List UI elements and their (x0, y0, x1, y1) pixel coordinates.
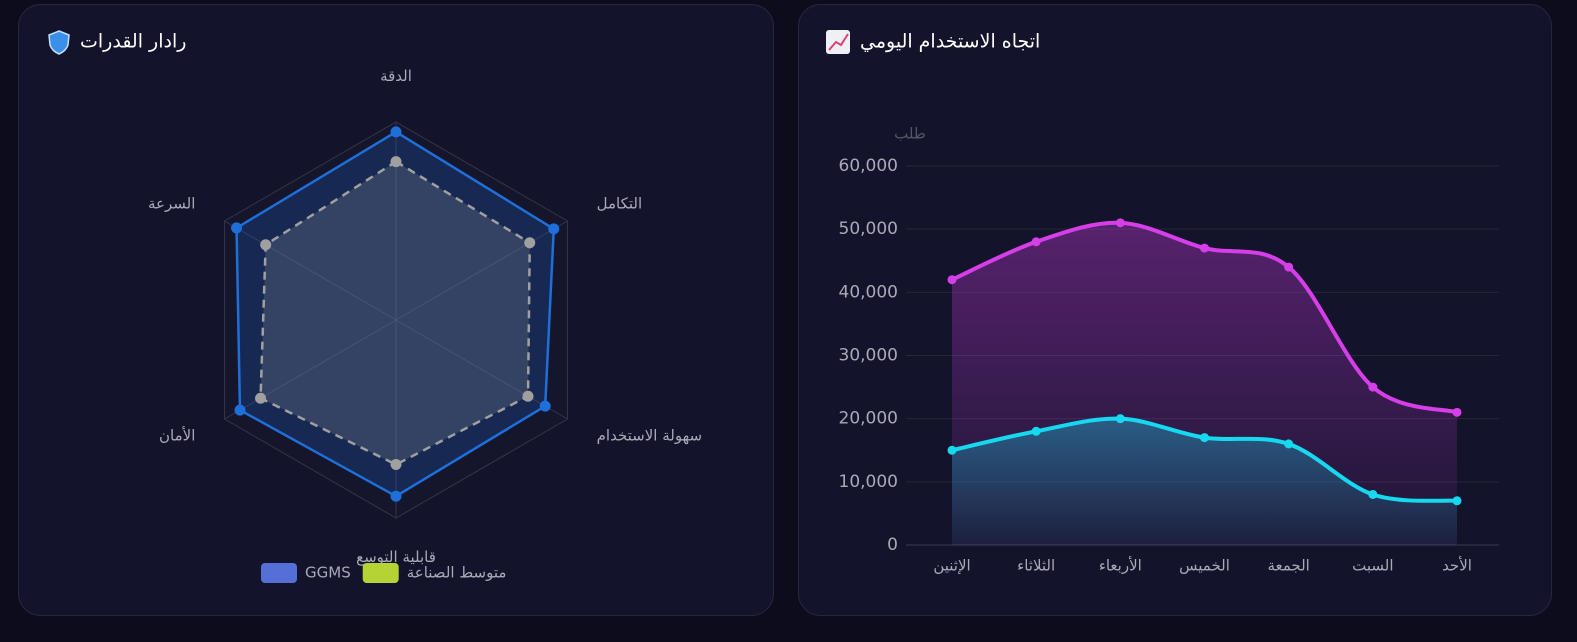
line-point (1284, 262, 1294, 272)
axis-label: الدقة (380, 67, 412, 85)
line-point (1368, 489, 1378, 499)
axis-label: الأمان (159, 425, 195, 444)
line-point (1115, 218, 1125, 228)
y-tick-label: 10,000 (839, 472, 898, 492)
y-tick-label: 30,000 (839, 346, 898, 366)
axis-label: السرعة (148, 195, 195, 213)
radar-point (548, 223, 560, 235)
radar-point (524, 237, 536, 249)
line-point (1031, 237, 1041, 247)
y-tick-label: 40,000 (839, 282, 898, 302)
line-area (952, 418, 1457, 545)
radar-title: رادار القدرات (80, 31, 186, 53)
x-tick-label: السبت (1352, 557, 1393, 575)
radar-point (390, 156, 402, 168)
radar-point (390, 126, 402, 138)
x-tick-label: الأحد (1442, 556, 1472, 575)
line-title: اتجاه الاستخدام اليومي (860, 31, 1040, 53)
radar-point (234, 404, 246, 416)
axis-label: التكامل (597, 195, 643, 213)
line-point (1452, 496, 1462, 506)
line-point (1031, 426, 1041, 436)
radar-point (522, 390, 534, 402)
line-point (947, 275, 957, 285)
shield-icon (48, 30, 70, 55)
y-tick-label: 0 (887, 535, 898, 555)
x-tick-label: الثلاثاء (1017, 557, 1055, 575)
y-axis-title: طلب (894, 125, 926, 143)
line-point (1284, 439, 1294, 449)
axis-spoke (395, 220, 568, 321)
radar-point (390, 459, 402, 471)
radar-point (231, 222, 243, 234)
x-tick-label: الأربعاء (1099, 556, 1142, 575)
axis-spoke (224, 220, 397, 321)
axis-label: سهولة الاستخدام (597, 426, 702, 444)
y-tick-label: 60,000 (839, 156, 898, 176)
radar-point (539, 400, 551, 412)
legend-label: GGMS (305, 564, 351, 582)
radar-point (390, 490, 402, 502)
x-tick-label: الخميس (1179, 557, 1230, 575)
x-tick-label: الجمعة (1267, 557, 1309, 575)
axis-label: قابلية التوسع (356, 548, 436, 566)
radar-point (255, 392, 267, 404)
x-tick-label: الإثنين (933, 557, 970, 575)
y-tick-label: 20,000 (839, 409, 898, 429)
axis-spoke (224, 319, 397, 420)
legend-swatch (362, 563, 399, 583)
radar-point (260, 239, 272, 251)
line-point (1200, 433, 1209, 443)
chart-icon-line (828, 33, 849, 51)
axis-spoke (395, 319, 568, 420)
line-point (1452, 407, 1462, 417)
line-point (1368, 382, 1378, 392)
line-point (1200, 243, 1209, 253)
line-point (947, 445, 957, 455)
legend-swatch (261, 563, 297, 583)
legend-label: متوسط الصناعة (407, 564, 507, 582)
line-point (1115, 414, 1125, 424)
y-tick-label: 50,000 (839, 219, 898, 239)
